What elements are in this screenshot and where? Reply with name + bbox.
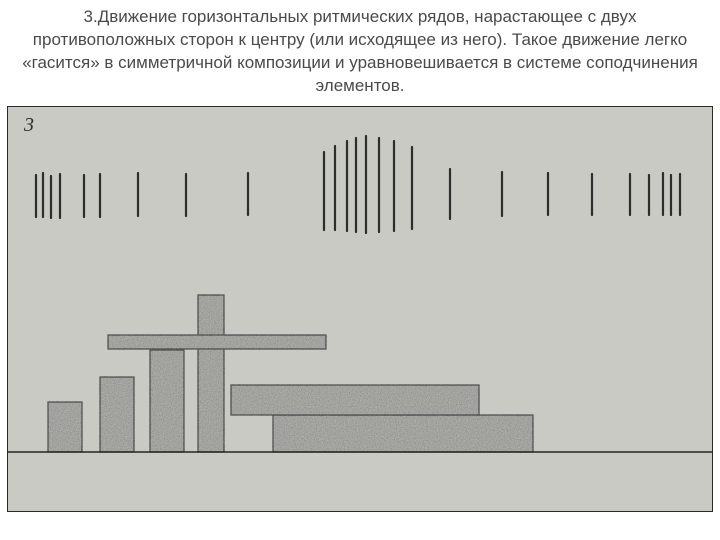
figure-container: 3 [7,106,713,512]
figure-number: 3 [23,114,34,136]
diagram-svg: 3 [8,107,712,511]
caption-text: 3.Движение горизонтальных ритмических ря… [20,6,700,98]
